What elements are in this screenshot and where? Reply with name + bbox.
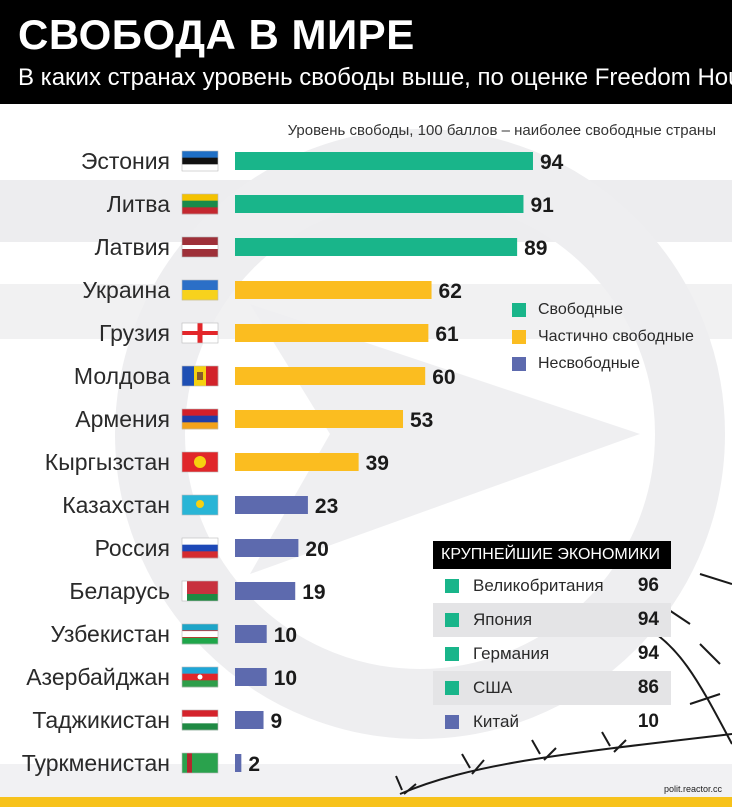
- legend-label-free: Свободные: [538, 300, 624, 318]
- x-axis-label: Уровень свободы, 100 баллов – наиболее с…: [288, 122, 716, 139]
- economy-name: США: [473, 678, 513, 697]
- bar: [235, 195, 524, 213]
- bar: [235, 754, 242, 772]
- country-label: Украина: [82, 277, 170, 303]
- value-label: 61: [435, 323, 459, 346]
- economy-swatch: [445, 681, 459, 695]
- flag-armenia-icon: [181, 408, 219, 430]
- header: СВОБОДА В МИРЕ В каких странах уровень с…: [0, 0, 732, 104]
- economy-value: 10: [637, 711, 659, 732]
- page-title: СВОБОДА В МИРЕ: [18, 11, 415, 58]
- economy-swatch: [445, 715, 459, 729]
- country-label: Казахстан: [62, 492, 170, 518]
- flag-russia-icon: [181, 537, 219, 559]
- bar: [235, 367, 426, 385]
- country-label: Эстония: [81, 148, 170, 174]
- economy-swatch: [445, 579, 459, 593]
- country-label: Россия: [95, 535, 170, 561]
- bar: [235, 539, 299, 557]
- economy-value: 86: [637, 677, 659, 698]
- legend-item-free: Свободные: [512, 296, 722, 323]
- legend-label-partly-free: Частично свободные: [538, 327, 694, 345]
- bar: [235, 238, 518, 256]
- flag-uzbekistan-icon: [181, 623, 219, 645]
- value-label: 62: [439, 280, 462, 303]
- flag-lithuania-icon: [181, 193, 219, 215]
- bar: [235, 625, 267, 643]
- bar: [235, 496, 308, 514]
- country-label: Грузия: [99, 320, 170, 346]
- flag-belarus-icon: [181, 580, 219, 602]
- largest-economies-title: КРУПНЕЙШИЕ ЭКОНОМИКИ: [433, 541, 671, 569]
- value-label: 2: [248, 753, 260, 776]
- flag-ukraine-icon: [181, 279, 219, 301]
- watermark: polit.reactor.cc: [663, 784, 722, 794]
- economy-name: Япония: [473, 610, 533, 629]
- country-label: Кыргызстан: [45, 449, 170, 475]
- value-label: 89: [524, 237, 547, 260]
- economy-name: Германия: [473, 644, 550, 663]
- economy-value: 94: [637, 609, 659, 630]
- bar: [235, 410, 404, 428]
- economy-value: 96: [637, 575, 659, 596]
- legend-item-partly-free: Частично свободные: [512, 323, 722, 350]
- bar: [235, 582, 296, 600]
- economy-row: Япония 94: [433, 603, 671, 637]
- bar: [235, 668, 267, 686]
- economy-name: Великобритания: [473, 576, 604, 595]
- legend-swatch-partly-free: [512, 329, 526, 344]
- economy-name: Китай: [473, 712, 519, 731]
- value-label: 60: [432, 366, 455, 389]
- legend-label-not-free: Несвободные: [538, 354, 640, 372]
- economy-row: Германия 94: [433, 637, 671, 671]
- value-label: 91: [530, 194, 554, 217]
- value-label: 23: [315, 495, 338, 518]
- flag-moldova-icon: [181, 365, 219, 387]
- country-label: Туркменистан: [22, 750, 170, 776]
- flag-kyrgyzstan-icon: [181, 451, 219, 473]
- legend: Свободные Частично свободные Несвободные: [512, 296, 722, 377]
- flag-kazakhstan-icon: [181, 494, 219, 516]
- bar: [235, 711, 264, 729]
- bar: [235, 152, 533, 170]
- legend-swatch-free: [512, 302, 526, 317]
- value-label: 53: [410, 409, 433, 432]
- legend-swatch-not-free: [512, 356, 526, 371]
- value-label: 20: [305, 538, 328, 561]
- value-label: 10: [274, 624, 297, 647]
- economy-row: Великобритания 96: [433, 569, 671, 603]
- flag-georgia-icon: [181, 322, 219, 344]
- economy-row: Китай 10: [433, 705, 671, 739]
- country-label: Таджикистан: [32, 707, 170, 733]
- flag-tajikistan-icon: [181, 709, 219, 731]
- value-label: 39: [366, 452, 389, 475]
- country-label: Латвия: [95, 234, 170, 260]
- flag-azerbaijan-icon: [181, 666, 219, 688]
- page-subtitle: В каких странах уровень свободы выше, по…: [18, 64, 732, 91]
- country-label: Литва: [107, 191, 170, 217]
- country-label: Беларусь: [69, 578, 170, 604]
- flag-turkmenistan-icon: [181, 752, 219, 774]
- largest-economies-table: КРУПНЕЙШИЕ ЭКОНОМИКИ Великобритания 96 Я…: [433, 541, 671, 739]
- bar: [235, 324, 429, 342]
- economy-value: 94: [637, 643, 659, 664]
- country-label: Армения: [75, 406, 170, 432]
- country-label: Азербайджан: [26, 664, 170, 690]
- value-label: 10: [274, 667, 297, 690]
- economy-swatch: [445, 613, 459, 627]
- flag-latvia-icon: [181, 236, 219, 258]
- bar: [235, 453, 359, 471]
- value-label: 9: [271, 710, 283, 733]
- legend-item-not-free: Несвободные: [512, 350, 722, 377]
- value-label: 94: [540, 151, 564, 174]
- country-label: Молдова: [74, 363, 170, 389]
- economy-swatch: [445, 647, 459, 661]
- bar: [235, 281, 432, 299]
- value-label: 19: [302, 581, 325, 604]
- economy-row: США 86: [433, 671, 671, 705]
- bottom-accent-bar: [0, 797, 732, 807]
- flag-estonia-icon: [181, 150, 219, 172]
- country-label: Узбекистан: [51, 621, 171, 647]
